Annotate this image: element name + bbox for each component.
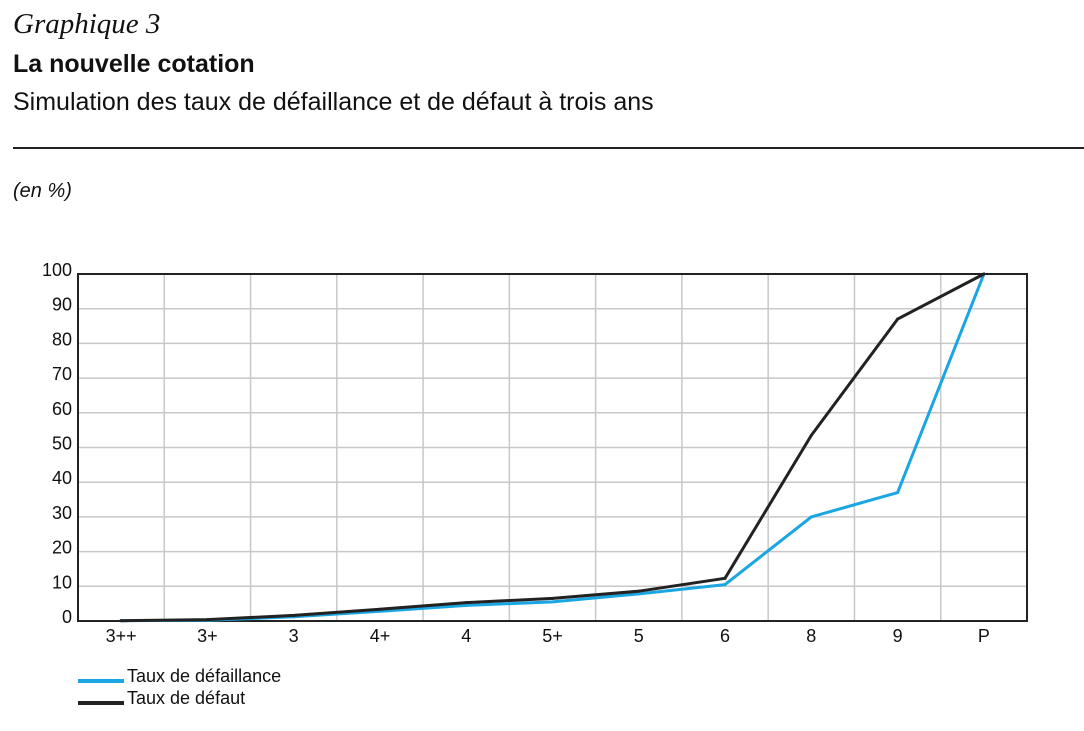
data-point [292, 613, 296, 617]
x-tick-label: 8 [806, 626, 816, 646]
data-point [723, 576, 727, 580]
legend: Taux de défaillance Taux de défaut [78, 665, 378, 709]
y-tick-label: 40 [52, 468, 72, 488]
y-tick-label: 30 [52, 503, 72, 523]
legend-item-defaut: Taux de défaut [78, 687, 378, 709]
data-point [982, 272, 986, 276]
chart-subtitle: Simulation des taux de défaillance et de… [13, 88, 654, 116]
data-point [551, 600, 554, 604]
y-tick-label: 10 [52, 572, 72, 592]
legend-swatch-defaillance [78, 679, 124, 683]
line-chart: 0 10 20 30 40 50 60 70 80 90 100 3++ 3+ 3 4+ 4 5+ 5 6 8 9 P [42, 260, 1028, 646]
y-tick-label: 90 [52, 295, 72, 315]
y-tick-label: 80 [52, 329, 72, 349]
x-tick-label: 5+ [542, 626, 563, 646]
x-tick-label: 9 [893, 626, 903, 646]
data-point [378, 607, 382, 611]
y-tick-label: 60 [52, 399, 72, 419]
data-point [551, 596, 554, 600]
data-point [723, 583, 727, 587]
data-point [637, 592, 641, 596]
x-tick-label: 3++ [106, 626, 137, 646]
y-tick-label: 70 [52, 364, 72, 384]
x-tick-label: P [978, 626, 990, 646]
legend-label-defaillance: Taux de défaillance [127, 666, 282, 686]
data-point [119, 619, 123, 623]
data-point [896, 317, 900, 321]
legend-label-defaut: Taux de défaut [127, 688, 246, 708]
x-tick-label: 3+ [197, 626, 218, 646]
y-tick-label: 100 [42, 260, 72, 280]
y-tick-label: 0 [62, 607, 72, 627]
data-point [896, 491, 900, 495]
chart-title: La nouvelle cotation [13, 50, 255, 78]
header-divider [13, 147, 1084, 149]
x-tick-label: 4 [461, 626, 471, 646]
graph-number: Graphique 3 [13, 8, 161, 40]
x-tick-label: 6 [720, 626, 730, 646]
legend-item-defaillance: Taux de défaillance [78, 665, 378, 687]
data-point [464, 601, 468, 605]
y-tick-label: 20 [52, 538, 72, 558]
data-point [464, 603, 468, 607]
data-point [637, 589, 641, 593]
data-point [205, 618, 209, 622]
data-point [809, 433, 813, 437]
y-tick-label: 50 [52, 434, 72, 454]
plot-frame [77, 273, 1028, 622]
x-tick-label: 4+ [370, 626, 391, 646]
legend-swatch-defaut [78, 701, 124, 705]
x-tick-label: 5 [634, 626, 644, 646]
unit-label: (en %) [13, 180, 72, 202]
data-point [809, 515, 813, 519]
x-tick-label: 3 [289, 626, 299, 646]
